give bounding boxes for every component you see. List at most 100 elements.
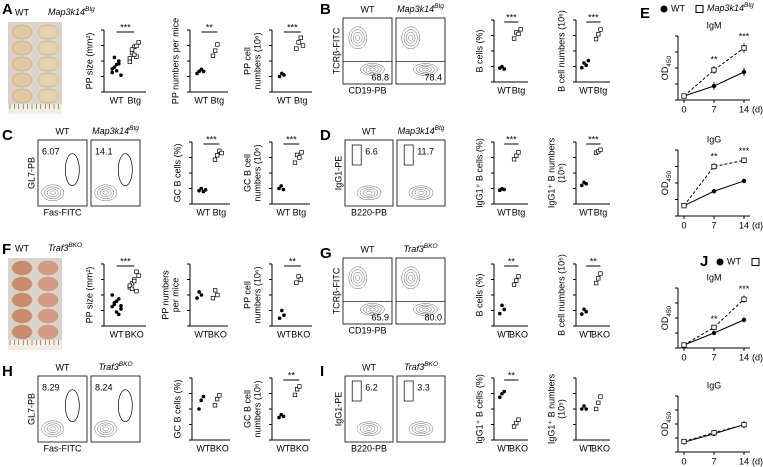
y-axis-label: per mice xyxy=(170,278,180,313)
data-point xyxy=(598,394,603,399)
x-tick-label: 7 xyxy=(711,456,716,466)
y-axis-label: numbers (10⁶) xyxy=(252,266,262,323)
genotype-label-base: Map3k14 xyxy=(398,126,435,136)
x-tick-label: WT xyxy=(196,443,210,453)
data-point xyxy=(598,147,603,152)
data-point xyxy=(201,394,206,399)
gate-value: 68.8 xyxy=(371,72,389,82)
y-axis-label-base: OD xyxy=(660,316,670,330)
x-tick-label: WT xyxy=(194,329,208,339)
data-point xyxy=(296,40,301,45)
data-point xyxy=(110,67,114,71)
genotype-label-base: Map3k14 xyxy=(48,7,85,17)
data-point xyxy=(511,157,517,162)
data-point xyxy=(282,73,286,77)
data-point xyxy=(110,304,114,309)
data-point xyxy=(741,178,747,184)
contour xyxy=(350,29,365,47)
data-point xyxy=(596,32,601,37)
data-point xyxy=(292,392,298,398)
data-point xyxy=(114,310,119,314)
legend-label-base: Map3k14 xyxy=(707,3,744,13)
data-point xyxy=(119,307,123,311)
panel-letter: F xyxy=(2,241,11,258)
x-tick-label: WT xyxy=(497,85,511,95)
axes xyxy=(189,30,228,93)
data-point xyxy=(217,393,222,398)
contour xyxy=(363,64,382,75)
axes xyxy=(271,142,310,205)
axes xyxy=(493,378,528,441)
data-point xyxy=(119,304,123,308)
legend-label: WT xyxy=(671,3,685,13)
data-point xyxy=(741,45,747,51)
gate-value: 3.3 xyxy=(417,382,430,392)
patch-sample xyxy=(11,324,33,340)
y-axis-label: numbers (10⁶) xyxy=(252,32,262,89)
data-point xyxy=(197,290,201,294)
data-point xyxy=(197,407,201,411)
data-point xyxy=(298,277,303,282)
genotype-label-base: Traf3 xyxy=(98,362,118,372)
genotype-label: Map3k14Btg xyxy=(397,3,444,15)
panel-letter: C xyxy=(2,127,13,144)
y-axis-label-base: OD xyxy=(660,422,670,436)
contour xyxy=(350,269,365,287)
y-axis-label: OD450 xyxy=(660,411,672,436)
significance-label: ** xyxy=(710,152,718,162)
x-tick-label: WT xyxy=(579,85,593,95)
patch-sample xyxy=(37,24,59,40)
x-axis-label: B220-PB xyxy=(351,207,387,217)
y-axis-label: OD450 xyxy=(660,170,672,195)
contour xyxy=(411,187,431,199)
contour xyxy=(359,187,379,199)
x-tick-label: BKO xyxy=(591,443,610,453)
data-point xyxy=(711,163,717,170)
contour xyxy=(365,190,373,195)
contour xyxy=(408,274,414,281)
y-axis-label: B cells (%) xyxy=(474,273,484,316)
chart-title: IgM xyxy=(706,20,721,30)
axes xyxy=(493,142,528,205)
gate xyxy=(64,153,80,187)
x-tick-label: WT xyxy=(497,329,511,339)
significance-label: *** xyxy=(120,256,131,266)
data-point xyxy=(516,150,521,155)
data-point xyxy=(500,303,504,308)
data-point xyxy=(110,70,114,75)
series-line xyxy=(683,298,745,346)
significance-label: ** xyxy=(590,256,598,266)
genotype-label: Map3k14Btg xyxy=(398,125,445,137)
data-point xyxy=(711,430,717,436)
significance-label: ** xyxy=(710,54,718,64)
genotype-label-sup: BKO xyxy=(68,242,82,249)
legend-symbol xyxy=(695,5,704,13)
data-point xyxy=(586,58,591,63)
x-tick-label: BKO xyxy=(125,329,144,339)
patch-sample xyxy=(37,72,59,88)
contour xyxy=(44,422,62,436)
significance-label: ** xyxy=(288,370,296,380)
data-point xyxy=(132,52,137,57)
contour xyxy=(102,426,109,432)
significance-label: *** xyxy=(506,134,517,144)
legend-label: Map3k14Btg xyxy=(707,2,754,14)
contour xyxy=(41,184,64,202)
legend-symbol xyxy=(660,5,668,13)
axes xyxy=(575,20,610,83)
gate-value: 6.2 xyxy=(365,382,378,392)
data-point xyxy=(516,417,521,422)
contour xyxy=(363,304,382,315)
significance-label: *** xyxy=(739,284,750,294)
panel-letter: J xyxy=(700,253,708,270)
data-point xyxy=(582,61,586,65)
data-point xyxy=(136,40,141,45)
x-tick-label: Btg xyxy=(594,207,608,217)
y-axis-label: OD450 xyxy=(660,55,672,80)
y-axis-label-sub: 450 xyxy=(666,170,673,181)
panel-letter: E xyxy=(640,5,650,22)
gate xyxy=(403,144,414,166)
data-point xyxy=(195,296,199,300)
patch-sample xyxy=(11,292,33,308)
patch-sample xyxy=(11,260,33,276)
